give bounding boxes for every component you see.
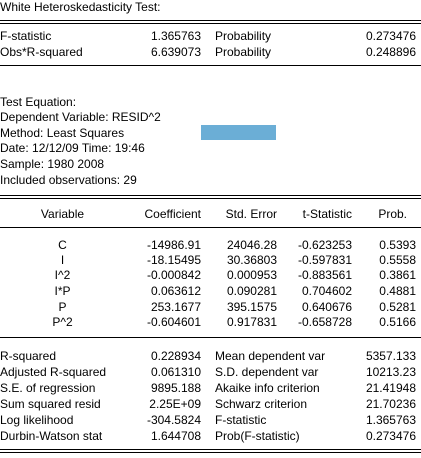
summary-value: 5357.133 xyxy=(365,349,416,363)
divider xyxy=(0,20,421,24)
coefficient-cell: -0.000842 xyxy=(146,268,201,282)
summary-label: R-squared xyxy=(0,349,57,363)
selection-highlight xyxy=(201,125,276,140)
summary-label: Adjusted R-squared xyxy=(0,365,107,379)
summary-value: 0.228934 xyxy=(150,349,201,363)
variable-cell: C xyxy=(58,238,67,252)
col-header-prob: Prob. xyxy=(378,207,407,221)
divider xyxy=(0,337,421,338)
coefficient-cell: 253.1677 xyxy=(150,300,201,314)
summary-label: S.E. of regression xyxy=(0,381,96,395)
summary-row: Adjusted R-squared 0.061310 S.D. depende… xyxy=(0,365,421,379)
prob-cell: 0.5393 xyxy=(379,238,416,252)
variable-cell: I*P xyxy=(54,284,71,298)
prob-value: 0.248896 xyxy=(365,45,416,59)
prob-cell: 0.3861 xyxy=(379,268,416,282)
summary-row: R-squared 0.228934 Mean dependent var 53… xyxy=(0,349,421,363)
summary-value: 1.644708 xyxy=(150,429,201,443)
equation-info-line: Method: Least Squares xyxy=(0,126,125,140)
summary-value: 1.365763 xyxy=(365,413,416,427)
stat-value: 1.365763 xyxy=(150,29,201,43)
summary-row: S.E. of regression 9895.188 Akaike info … xyxy=(0,381,421,395)
prob-cell: 0.4881 xyxy=(379,284,416,298)
summary-value: 21.70236 xyxy=(365,397,416,411)
coef-header-row: Variable Coefficient Std. Error t-Statis… xyxy=(0,207,421,221)
table-row: P 253.1677 395.1575 0.640676 0.5281 xyxy=(0,300,421,314)
summary-row: Sum squared resid 2.25E+09 Schwarz crite… xyxy=(0,397,421,411)
variable-cell: P^2 xyxy=(52,315,73,329)
table-row: P^2 -0.604601 0.917831 -0.658728 0.5166 xyxy=(0,315,421,329)
variable-cell: P xyxy=(58,300,67,314)
std-error-cell: 24046.28 xyxy=(226,238,277,252)
table-row: I*P 0.063612 0.090281 0.704602 0.4881 xyxy=(0,284,421,298)
col-header-t-statistic: t-Statistic xyxy=(302,207,352,221)
summary-label: Log likelihood xyxy=(0,413,74,427)
stat-label: F-statistic xyxy=(0,29,52,43)
coefficient-cell: -18.15495 xyxy=(146,253,201,267)
divider xyxy=(0,65,421,66)
test-stat-row: Obs*R-squared 6.639073 Probability 0.248… xyxy=(0,45,421,59)
t-statistic-cell: -0.623253 xyxy=(297,238,352,252)
std-error-cell: 395.1575 xyxy=(226,300,277,314)
summary-label: S.D. dependent var xyxy=(215,365,319,379)
std-error-cell: 30.36803 xyxy=(226,253,277,267)
coefficient-cell: 0.063612 xyxy=(150,284,201,298)
summary-value: 10213.23 xyxy=(365,365,416,379)
summary-value: -304.5824 xyxy=(146,413,201,427)
t-statistic-cell: -0.883561 xyxy=(297,268,352,282)
summary-value: 0.061310 xyxy=(150,365,201,379)
equation-info-line: Dependent Variable: RESID^2 xyxy=(0,110,161,124)
stat-value: 6.639073 xyxy=(150,45,201,59)
test-title: White Heteroskedasticity Test: xyxy=(0,0,161,14)
t-statistic-cell: 0.640676 xyxy=(301,300,352,314)
summary-row: Durbin-Watson stat 1.644708 Prob(F-stati… xyxy=(0,429,421,443)
prob-value: 0.273476 xyxy=(365,29,416,43)
summary-label: F-statistic xyxy=(215,413,267,427)
std-error-cell: 0.917831 xyxy=(226,315,277,329)
summary-label: Akaike info criterion xyxy=(215,381,320,395)
divider xyxy=(0,195,421,199)
summary-label: Sum squared resid xyxy=(0,397,101,411)
col-header-std-error: Std. Error xyxy=(225,207,277,221)
summary-value: 9895.188 xyxy=(150,381,201,395)
prob-cell: 0.5281 xyxy=(379,300,416,314)
t-statistic-cell: -0.597831 xyxy=(297,253,352,267)
prob-label: Probability xyxy=(215,29,272,43)
summary-label: Mean dependent var xyxy=(215,349,326,363)
variable-cell: I xyxy=(60,253,65,267)
std-error-cell: 0.090281 xyxy=(226,284,277,298)
t-statistic-cell: 0.704602 xyxy=(301,284,352,298)
equation-info-line: Sample: 1980 2008 xyxy=(0,157,105,171)
equation-info-line: Included observations: 29 xyxy=(0,173,137,187)
variable-cell: I^2 xyxy=(54,268,71,282)
summary-label: Schwarz criterion xyxy=(215,397,308,411)
table-row: C -14986.91 24046.28 -0.623253 0.5393 xyxy=(0,238,421,252)
coefficient-cell: -14986.91 xyxy=(146,238,201,252)
stat-label: Obs*R-squared xyxy=(0,45,83,59)
coefficient-cell: -0.604601 xyxy=(146,315,201,329)
test-stat-row: F-statistic 1.365763 Probability 0.27347… xyxy=(0,29,421,43)
table-row: I^2 -0.000842 0.000953 -0.883561 0.3861 xyxy=(0,268,421,282)
table-row: I -18.15495 30.36803 -0.597831 0.5558 xyxy=(0,253,421,267)
equation-info-line: Test Equation: xyxy=(0,95,77,109)
equation-info-line: Date: 12/12/09 Time: 19:46 xyxy=(0,141,145,155)
col-header-coefficient: Coefficient xyxy=(144,207,201,221)
std-error-cell: 0.000953 xyxy=(226,268,277,282)
summary-label: Prob(F-statistic) xyxy=(215,429,300,443)
summary-label: Durbin-Watson stat xyxy=(0,429,103,443)
t-statistic-cell: -0.658728 xyxy=(297,315,352,329)
prob-label: Probability xyxy=(215,45,272,59)
summary-row: Log likelihood -304.5824 F-statistic 1.3… xyxy=(0,413,421,427)
col-header-variable: Variable xyxy=(40,207,85,221)
prob-cell: 0.5166 xyxy=(379,315,416,329)
summary-value: 21.41948 xyxy=(365,381,416,395)
divider xyxy=(0,227,421,228)
prob-cell: 0.5558 xyxy=(379,253,416,267)
summary-value: 2.25E+09 xyxy=(149,397,201,411)
summary-value: 0.273476 xyxy=(365,429,416,443)
divider xyxy=(0,449,421,453)
